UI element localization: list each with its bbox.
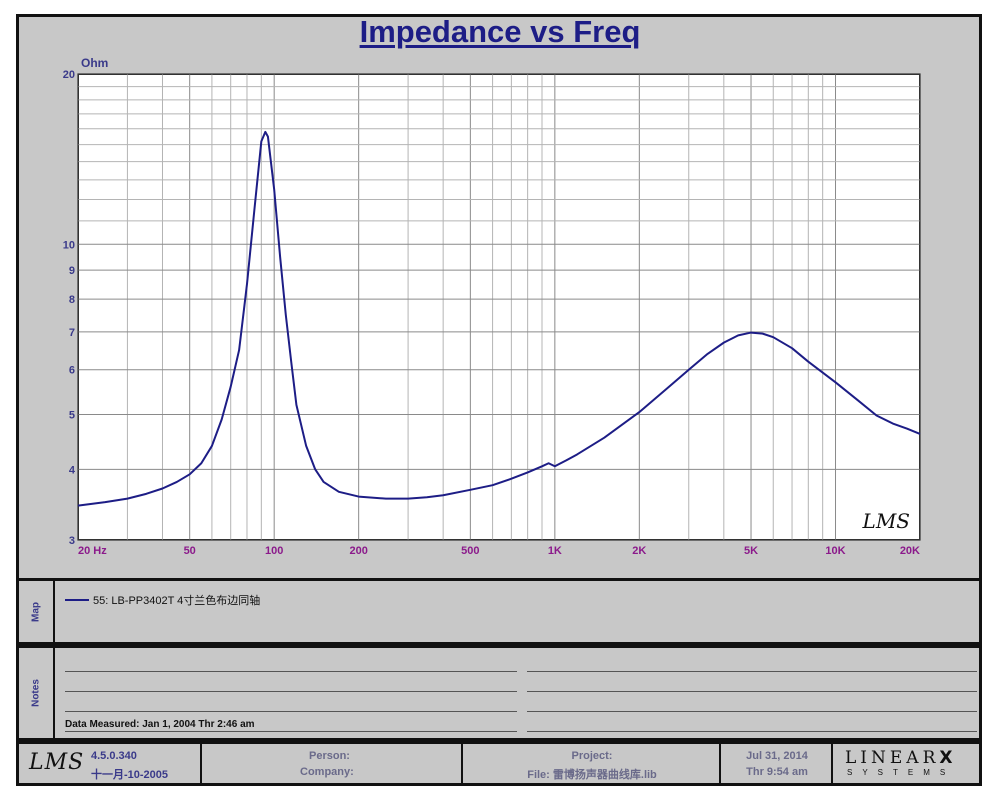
- linearx-text: LINEAR: [845, 748, 940, 768]
- version: 4.5.0.340: [91, 750, 137, 762]
- note-line: [527, 711, 977, 712]
- x-tick-label: 20 Hz: [78, 545, 107, 557]
- legend-entry-label: 55: LB-PP3402T 4寸兰色布边同轴: [93, 595, 261, 607]
- note-line: [65, 711, 517, 712]
- notes-label: Notes: [30, 679, 42, 707]
- y-tick-label: 20: [63, 69, 75, 81]
- lms-logo: LMS: [29, 750, 85, 775]
- footer-person-cell: Person: Company:: [202, 744, 463, 783]
- project-label: Project:: [571, 750, 613, 762]
- note-line: [65, 731, 517, 732]
- note-line: [527, 691, 977, 692]
- impedance-curve: [77, 130, 921, 507]
- y-tick-label: 6: [69, 365, 75, 377]
- lms-watermark-logo: LMS: [862, 509, 910, 533]
- x-tick-label: 20K: [900, 545, 920, 557]
- footer-date-cell: Jul 31, 2014 Thr 9:54 am: [721, 744, 833, 783]
- legend-entry: 55: LB-PP3402T 4寸兰色布边同轴: [65, 592, 260, 608]
- plot-border: [77, 73, 921, 541]
- map-label: Map: [30, 601, 42, 622]
- y-tick-label: 9: [69, 265, 75, 277]
- y-tick-label: 3: [69, 535, 75, 547]
- x-tick-label: 500: [461, 545, 479, 557]
- legend-swatch: [65, 599, 89, 601]
- note-line: [65, 671, 517, 672]
- version-date: 十一月-10-2005: [91, 769, 169, 781]
- x-tick-label: 5K: [744, 545, 758, 557]
- y-tick-label: 5: [69, 410, 75, 422]
- impedance-chart: 3 4 5 6 7 8 9 10 20 20 Hz 50 100 200 500 1K 2K 5K 10K 20K L…: [63, 69, 921, 557]
- footer-project-cell: Project: File: 雷博扬声器曲线库.lib: [463, 744, 721, 783]
- x-tick-label: 50: [184, 545, 196, 557]
- y-tick-label: 7: [69, 327, 75, 339]
- notes-side-label: Notes: [19, 648, 55, 738]
- x-tick-label: 200: [349, 545, 367, 557]
- map-section: Map 55: LB-PP3402T 4寸兰色布边同轴: [16, 578, 982, 645]
- note-line: [527, 731, 977, 732]
- x-tick-label: 1K: [548, 545, 562, 557]
- data-measured: Data Measured: Jan 1, 2004 Thr 2:46 am: [65, 719, 255, 730]
- x-tick-label: 10K: [825, 545, 845, 557]
- footer-date: Jul 31, 2014: [746, 750, 808, 762]
- file-label: File: 雷博扬声器曲线库.lib: [527, 769, 657, 781]
- footer-time: Thr 9:54 am: [746, 766, 808, 778]
- y-tick-label: 10: [63, 239, 75, 251]
- map-side-label: Map: [19, 581, 55, 642]
- y-tick-label: 8: [69, 294, 75, 306]
- linearx-x: X: [939, 748, 957, 768]
- y-tick-label: 4: [69, 464, 76, 476]
- x-tick-label: 2K: [632, 545, 646, 557]
- y-unit-label: Ohm: [81, 56, 109, 70]
- footer: LMS 4.5.0.340 十一月-10-2005 Person: Compan…: [16, 741, 982, 786]
- notes-section: Notes Data Measured: Jan 1, 2004 Thr 2:4…: [16, 645, 982, 741]
- note-line: [527, 671, 977, 672]
- person-label: Person:: [309, 750, 350, 762]
- company-label: Company:: [300, 766, 354, 778]
- x-tick-label: 100: [265, 545, 283, 557]
- chart-title: Impedance vs Freq: [359, 14, 641, 49]
- footer-logo-cell: LMS 4.5.0.340 十一月-10-2005: [19, 744, 202, 783]
- linearx-subtitle: SYSTEMS: [847, 768, 956, 777]
- footer-brand-cell: LINEARX SYSTEMS: [833, 744, 979, 783]
- linearx-logo: LINEARX: [845, 748, 956, 768]
- note-line: [65, 691, 517, 692]
